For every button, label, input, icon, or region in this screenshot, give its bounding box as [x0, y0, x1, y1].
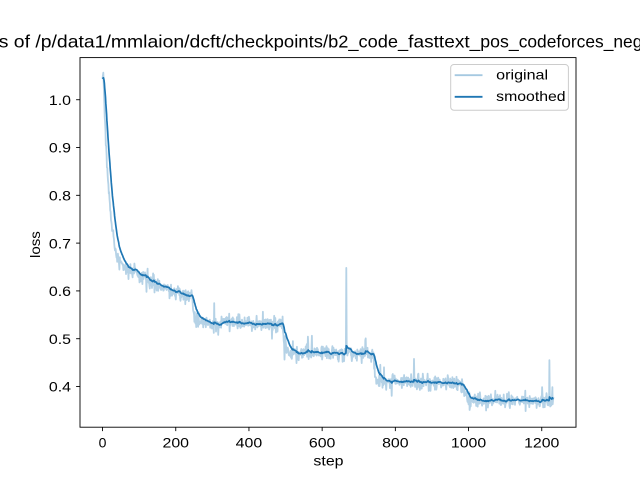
svg-text:checkpoints/: checkpoints/: [225, 31, 328, 51]
svg-text:600: 600: [309, 435, 336, 451]
svg-text:0.8: 0.8: [49, 188, 71, 204]
svg-text:b2_code_: b2_code_: [328, 31, 408, 52]
svg-text:0.6: 0.6: [49, 283, 71, 299]
svg-text:0.9: 0.9: [49, 140, 71, 156]
svg-text:s of /p/data1/mmlaion/dcft/: s of /p/data1/mmlaion/dcft/: [0, 31, 226, 51]
svg-text:0.4: 0.4: [49, 379, 71, 395]
svg-text:original: original: [496, 66, 548, 82]
svg-text:1.0: 1.0: [49, 92, 71, 108]
svg-text:pos_: pos_: [480, 31, 519, 52]
svg-text:400: 400: [236, 435, 263, 451]
svg-text:0: 0: [99, 435, 107, 451]
svg-text:step: step: [313, 453, 343, 469]
svg-text:fasttext_: fasttext_: [408, 31, 480, 52]
svg-text:800: 800: [382, 435, 409, 451]
svg-text:codeforces_neg: codeforces_neg: [519, 31, 640, 52]
svg-text:200: 200: [163, 435, 190, 451]
svg-text:smoothed: smoothed: [496, 88, 565, 104]
svg-text:1200: 1200: [524, 435, 560, 451]
svg-text:0.5: 0.5: [49, 331, 71, 347]
svg-text:1000: 1000: [451, 435, 487, 451]
svg-text:0.7: 0.7: [49, 235, 71, 251]
svg-text:loss: loss: [27, 231, 43, 258]
